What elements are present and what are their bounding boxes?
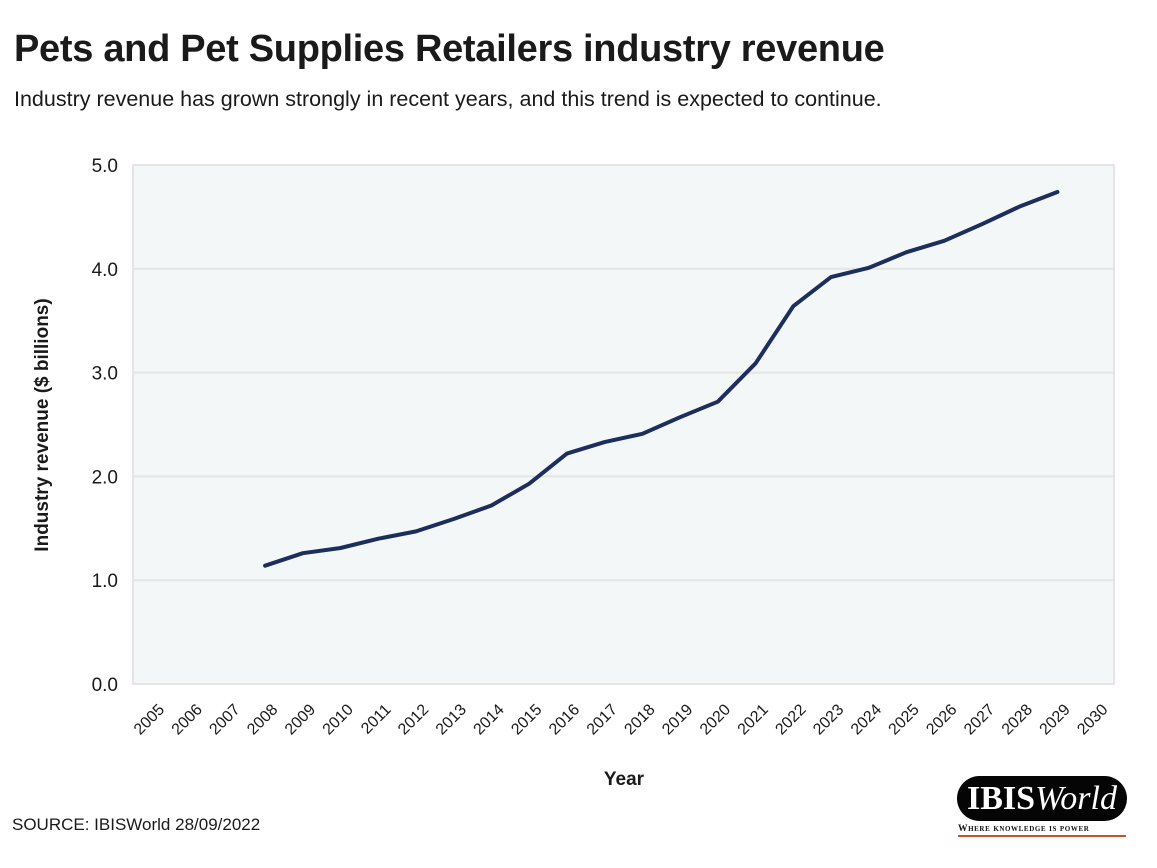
x-tick-label: 2030	[1074, 701, 1111, 738]
x-tick-label: 2027	[961, 701, 998, 738]
x-tick-label: 2025	[886, 701, 923, 738]
x-tick-label: 2024	[848, 701, 885, 738]
x-tick-label: 2018	[621, 701, 658, 738]
x-tick-label: 2005	[131, 701, 168, 738]
y-tick-label: 2.0	[92, 467, 118, 488]
ibisworld-logo: IBISWorld	[957, 776, 1127, 821]
x-tick-label: 2009	[282, 701, 319, 738]
x-tick-label: 2013	[433, 701, 470, 738]
x-tick-label: 2029	[1037, 701, 1074, 738]
y-tick-label: 3.0	[92, 364, 118, 385]
x-tick-label: 2026	[923, 701, 960, 738]
x-tick-label: 2017	[584, 701, 621, 738]
x-tick-label: 2016	[546, 701, 583, 738]
series-line	[263, 190, 1060, 568]
logo-text-italic: World	[1035, 780, 1117, 817]
y-tick-label: 0.0	[92, 675, 118, 696]
x-tick-label: 2012	[395, 701, 432, 738]
y-tick-label: 5.0	[92, 156, 118, 177]
y-tick-label: 4.0	[92, 260, 118, 281]
x-axis-label: Year	[604, 769, 645, 790]
x-tick-label: 2021	[735, 701, 772, 738]
x-tick-label: 2010	[320, 701, 357, 738]
plot-area	[132, 164, 1115, 685]
chart-title: Pets and Pet Supplies Retailers industry…	[14, 28, 885, 70]
x-tick-label: 2019	[659, 701, 696, 738]
x-tick-label: 2015	[508, 701, 545, 738]
x-tick-label: 2011	[358, 701, 394, 737]
logo-tagline: Where knowledge is power	[958, 824, 1126, 837]
x-tick-label: 2020	[697, 701, 734, 738]
x-tick-label: 2008	[244, 701, 281, 738]
x-tick-label: 2006	[169, 701, 206, 738]
x-tick-label: 2014	[471, 701, 508, 738]
source-note: SOURCE: IBISWorld 28/09/2022	[12, 815, 261, 834]
x-tick-label: 2023	[810, 701, 847, 738]
series-group	[263, 190, 1060, 568]
y-axis-label: Industry revenue ($ billions)	[32, 298, 53, 551]
y-axis-ticks: 0.0 1.0 2.0 3.0 4.0 5.0	[92, 156, 118, 696]
x-tick-label: 2007	[206, 701, 243, 738]
y-tick-label: 1.0	[92, 571, 118, 592]
x-tick-label: 2028	[999, 701, 1036, 738]
chart-subtitle: Industry revenue has grown strongly in r…	[14, 87, 882, 111]
x-axis-ticks: 2005 2006 2007 2008 2009 2010 2011 2012 2013 2014…	[131, 701, 1112, 738]
logo-text-bold: IBIS	[967, 780, 1036, 817]
gridlines	[133, 164, 1114, 685]
x-tick-label: 2022	[772, 701, 809, 738]
